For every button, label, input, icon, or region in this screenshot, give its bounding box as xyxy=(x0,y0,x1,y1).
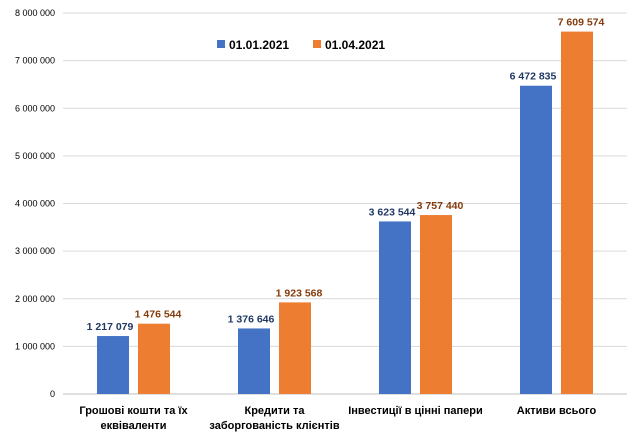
y-tick-label: 6 000 000 xyxy=(15,103,55,113)
data-label: 3 623 544 xyxy=(369,206,416,218)
x-category-label: Активи всього xyxy=(517,405,597,417)
y-tick-label: 5 000 000 xyxy=(15,151,55,161)
data-label: 1 476 544 xyxy=(135,309,182,321)
x-category-label: Інвестиції в цінні папери xyxy=(348,405,483,417)
data-label: 6 472 835 xyxy=(510,71,557,83)
bars xyxy=(97,31,593,395)
legend-label: 01.01.2021 xyxy=(229,38,289,52)
legend-label: 01.04.2021 xyxy=(325,38,385,52)
bar xyxy=(520,85,552,394)
data-label: 3 757 440 xyxy=(417,200,464,212)
bar xyxy=(279,302,311,394)
data-label: 7 609 574 xyxy=(558,17,605,29)
x-category-label: заборгованість клієнтів xyxy=(209,420,339,432)
data-label: 1 923 568 xyxy=(276,287,323,299)
x-axis-categories: Грошові кошти та їх еквіваленти Кредити та… xyxy=(79,405,596,432)
bar xyxy=(238,328,270,394)
y-tick-label: 8 000 000 xyxy=(15,8,55,18)
y-tick-label: 1 000 000 xyxy=(15,341,55,351)
bar xyxy=(379,221,411,394)
bar xyxy=(138,323,170,394)
x-category-label: Кредити та xyxy=(244,405,305,417)
data-label: 1 217 079 xyxy=(87,321,134,333)
data-label: 1 376 646 xyxy=(228,313,275,325)
y-tick-label: 2 000 000 xyxy=(15,294,55,304)
y-tick-label: 4 000 000 xyxy=(15,199,55,209)
legend-swatch xyxy=(313,40,321,48)
bar xyxy=(561,31,593,395)
y-tick-label: 7 000 000 xyxy=(15,56,55,66)
y-tick-label: 0 xyxy=(50,389,55,399)
bar xyxy=(420,215,452,394)
x-category-label: Грошові кошти та їх xyxy=(79,405,188,417)
y-tick-label: 3 000 000 xyxy=(15,246,55,256)
legend: 01.01.2021 01.04.2021 xyxy=(217,38,385,52)
y-axis-ticks: 0 1 000 000 2 000 000 3 000 000 4 000 000 5 0… xyxy=(15,8,55,399)
bar xyxy=(97,336,129,394)
x-category-label: еквіваленти xyxy=(101,420,167,432)
legend-swatch xyxy=(217,40,225,48)
